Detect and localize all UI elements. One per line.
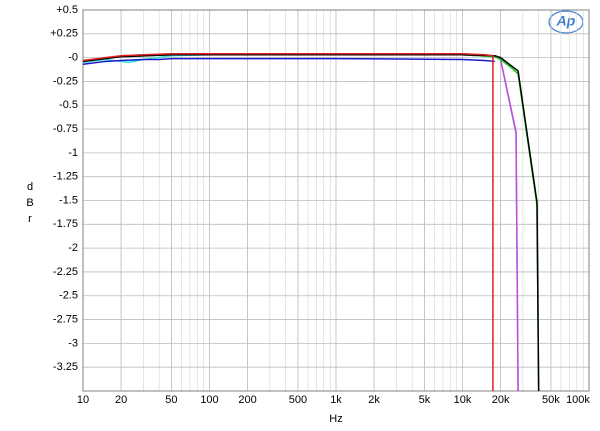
x-tick-label: 500 (289, 394, 307, 406)
x-tick-label: 2k (368, 394, 380, 406)
series-line (83, 53, 494, 391)
y-tick-label: -3.25 (53, 361, 78, 373)
y-tick-label: -2.5 (59, 290, 78, 302)
y-tick-label: -2.75 (53, 313, 78, 325)
y-tick-label: -1.5 (59, 194, 78, 206)
plot-lines (83, 53, 540, 391)
series-line (83, 54, 540, 391)
y-tick-label: -0 (68, 52, 78, 64)
x-tick-label: 50k (542, 394, 560, 406)
y-tick-label: +0.25 (50, 28, 78, 40)
x-tick-label: 100k (566, 394, 590, 406)
y-tick-label: -2 (68, 242, 78, 254)
x-tick-label: 1k (330, 394, 342, 406)
plot-frame (82, 9, 590, 392)
y-axis-label-char: B (26, 197, 33, 209)
x-tick-label: 200 (238, 394, 256, 406)
y-tick-label: -2.25 (53, 266, 78, 278)
x-tick-label: 10 (77, 394, 89, 406)
y-tick-label: -1.75 (53, 218, 78, 230)
x-tick-label: 20k (492, 394, 510, 406)
y-tick-label: -0.5 (59, 99, 78, 111)
y-tick-label: -0.75 (53, 123, 78, 135)
y-tick-label: -1 (68, 147, 78, 159)
x-tick-label: 20 (115, 394, 127, 406)
logo-text: Ap (556, 13, 576, 29)
y-axis-label: dBr (26, 181, 33, 225)
x-tick-label: 100 (200, 394, 218, 406)
y-axis-label-char: d (27, 181, 33, 193)
x-tick-label: 5k (419, 394, 431, 406)
x-tick-label: 10k (454, 394, 472, 406)
y-tick-label: -3 (68, 337, 78, 349)
x-tick-label: 50 (165, 394, 177, 406)
y-tick-label: -1.25 (53, 171, 78, 183)
y-tick-label: -0.25 (53, 75, 78, 87)
y-axis-label-char: r (28, 213, 32, 225)
series-line (83, 57, 495, 66)
x-axis-label: Hz (329, 413, 342, 425)
y-tick-label: +0.5 (56, 4, 78, 16)
